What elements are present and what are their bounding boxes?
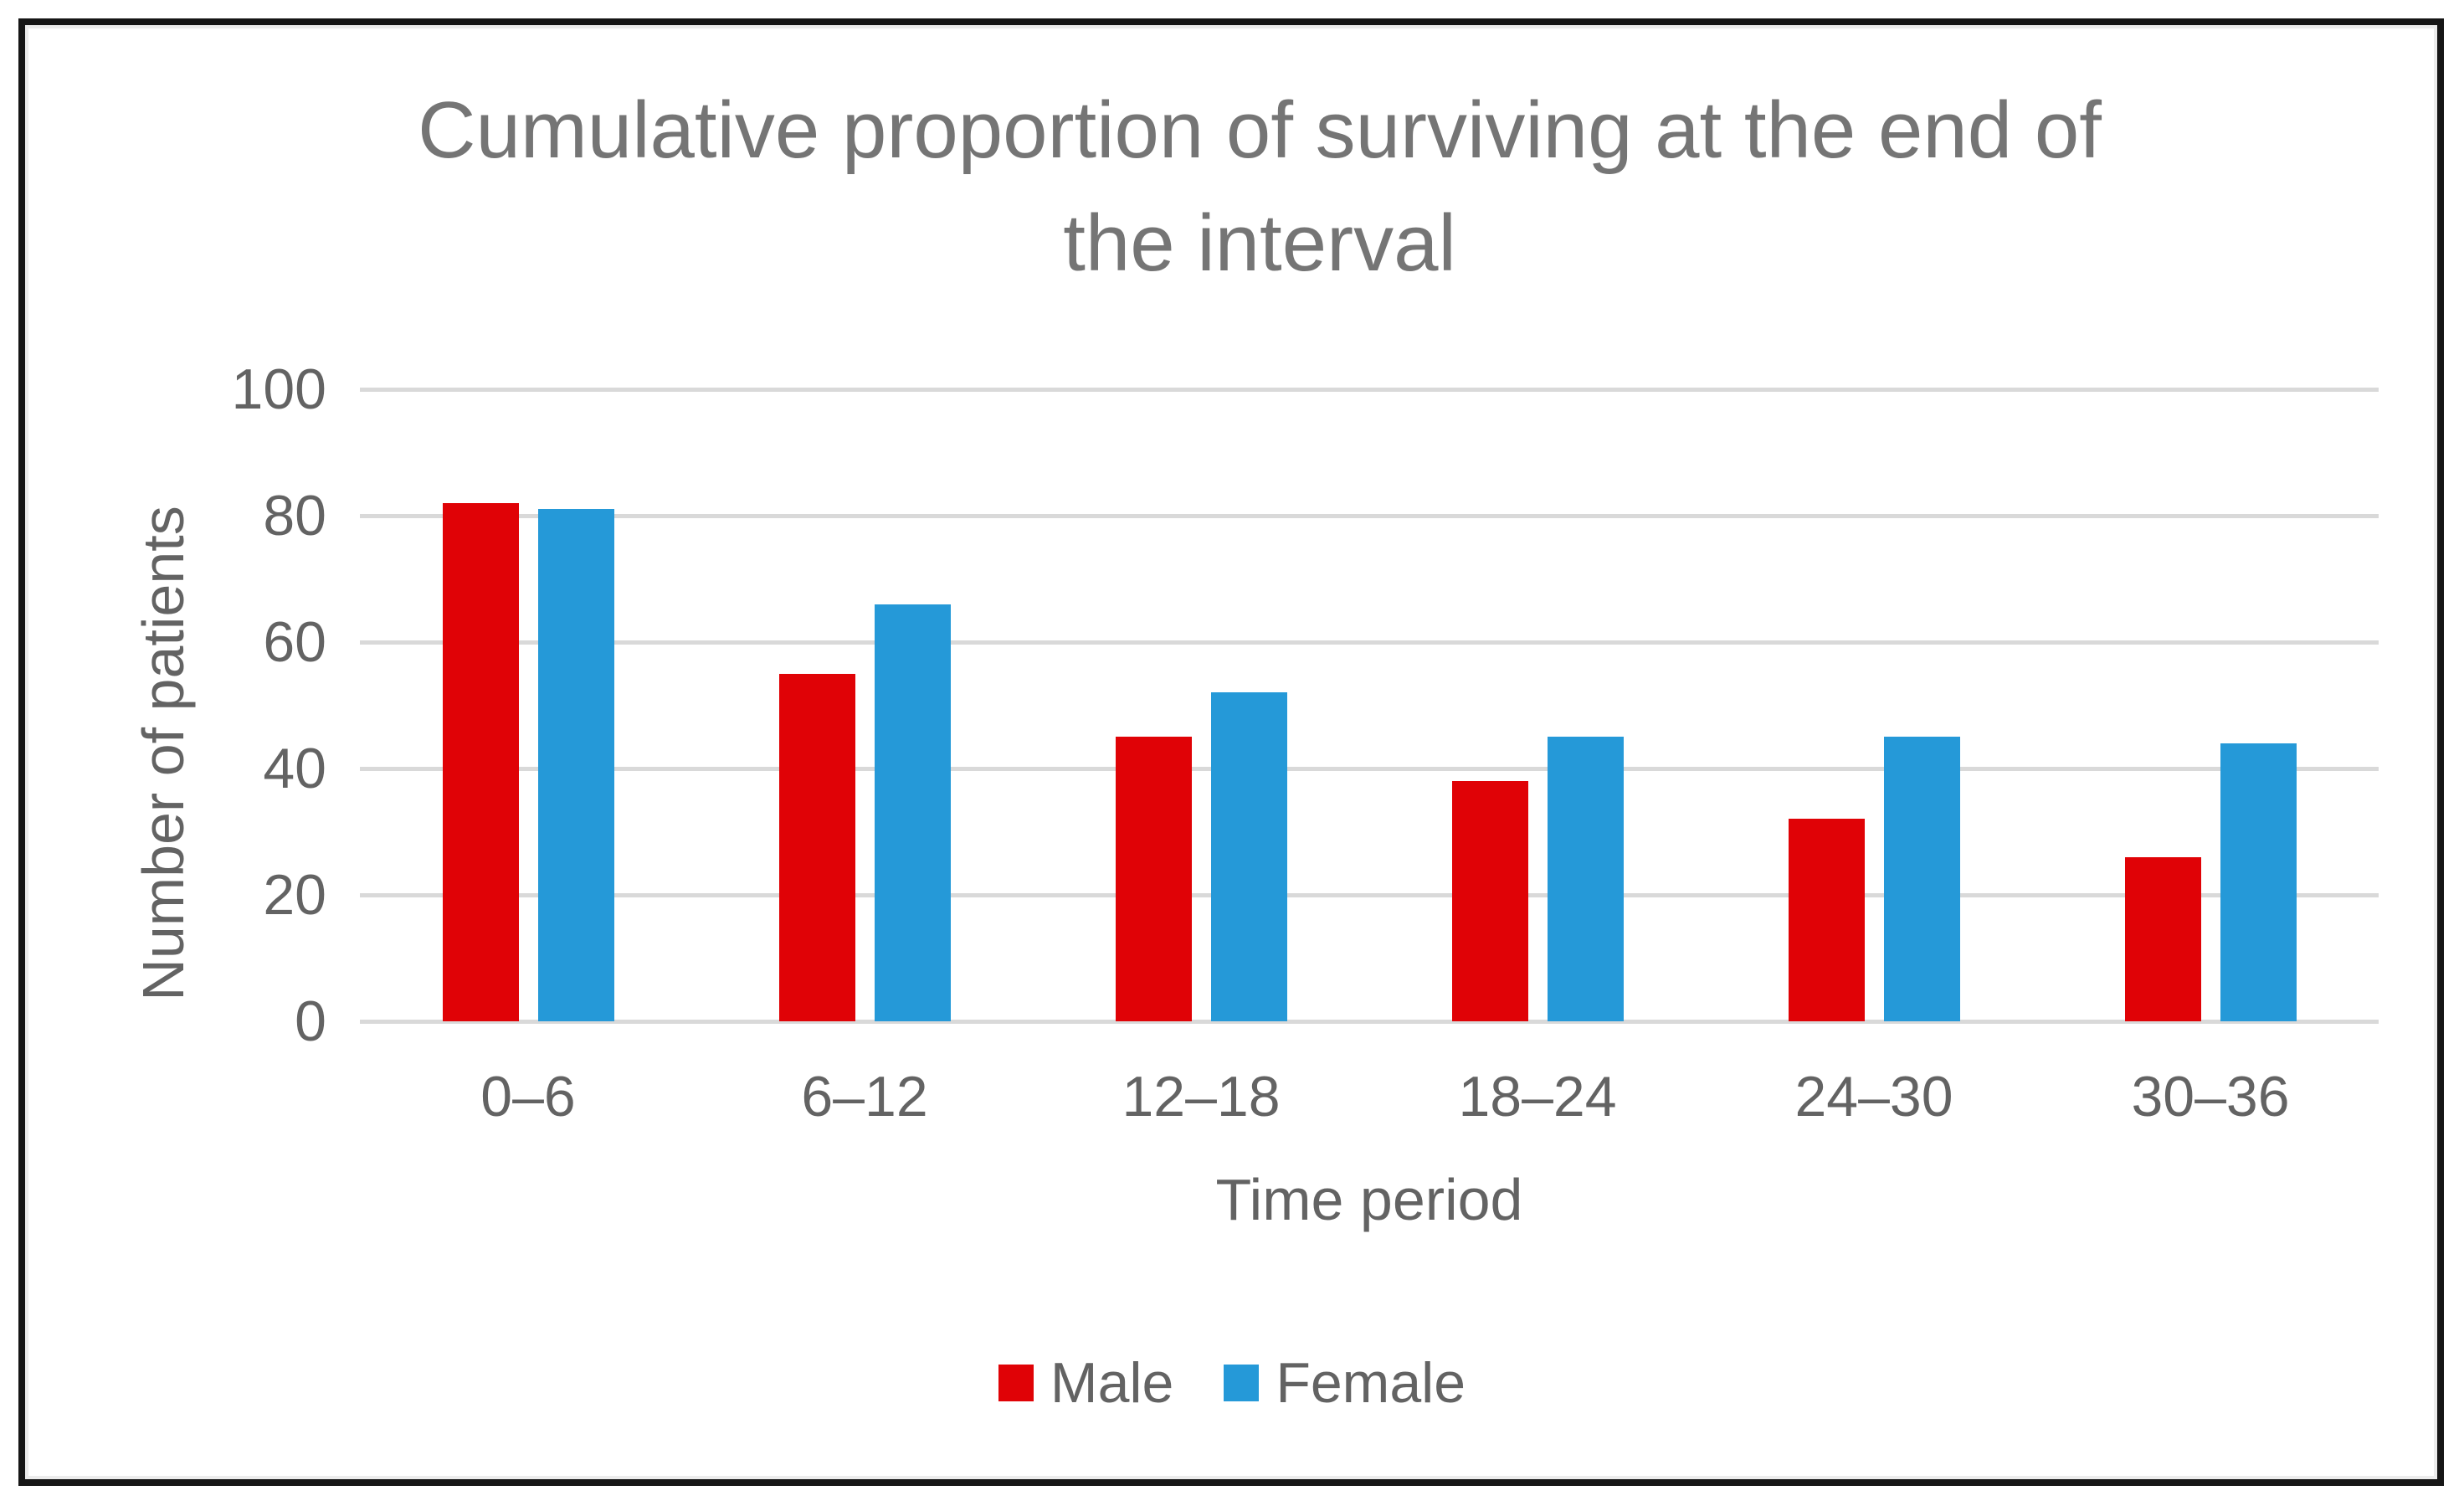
bar-female-18–24	[1547, 737, 1624, 1021]
bar-male-0–6	[442, 502, 519, 1021]
y-tick-label-60: 60	[263, 610, 326, 674]
bar-male-18–24	[1451, 781, 1528, 1021]
bar-female-6–12	[874, 604, 951, 1021]
chart-title: Cumulative proportion of surviving at th…	[234, 74, 2285, 300]
bar-group-6–12	[696, 389, 1033, 1021]
plot-area	[360, 387, 2379, 1024]
chart-title-line-1: Cumulative proportion of surviving at th…	[418, 85, 2102, 175]
bar-group-18–24	[1369, 389, 1706, 1021]
bar-group-0–6	[360, 389, 696, 1021]
y-tick-label-0: 0	[295, 989, 326, 1053]
bar-female-0–6	[537, 509, 614, 1021]
y-tick-label-100: 100	[231, 357, 326, 421]
bar-group-30–36	[2042, 389, 2379, 1021]
x-tick-label-6–12: 6–12	[801, 1065, 928, 1128]
bar-group-12–18	[1033, 389, 1369, 1021]
gridline-y-0	[360, 1019, 2379, 1024]
bar-male-6–12	[778, 673, 855, 1021]
gridline-y-100	[360, 387, 2379, 392]
gridline-y-40	[360, 766, 2379, 771]
bar-male-12–18	[1115, 737, 1192, 1021]
bar-male-24–30	[1788, 819, 1865, 1021]
bar-male-30–36	[2124, 856, 2201, 1021]
x-axis-title: Time period	[1215, 1167, 1523, 1232]
legend-item-female: Female	[1224, 1354, 1466, 1411]
legend-swatch-female-icon	[1224, 1365, 1260, 1401]
y-tick-label-40: 40	[263, 737, 326, 800]
legend-label-male: Male	[1050, 1351, 1174, 1415]
x-tick-label-30–36: 30–36	[2131, 1065, 2290, 1128]
y-tick-label-80: 80	[263, 484, 326, 547]
x-tick-label-12–18: 12–18	[1122, 1065, 1281, 1128]
gridline-y-20	[360, 892, 2379, 897]
legend: Male Female	[0, 1354, 2464, 1411]
x-tick-label-0–6: 0–6	[480, 1065, 576, 1128]
bar-group-24–30	[1706, 389, 2042, 1021]
legend-item-male: Male	[998, 1354, 1173, 1411]
y-tick-label-20: 20	[263, 863, 326, 927]
x-tick-label-24–30: 24–30	[1794, 1065, 1953, 1128]
legend-label-female: Female	[1276, 1351, 1466, 1415]
legend-swatch-male-icon	[998, 1365, 1034, 1401]
bar-female-30–36	[2220, 743, 2297, 1021]
chart-title-line-2: the interval	[1063, 198, 1456, 288]
bar-female-12–18	[1210, 692, 1287, 1021]
bar-female-24–30	[1883, 737, 1960, 1021]
gridline-y-80	[360, 513, 2379, 518]
gridline-y-60	[360, 640, 2379, 645]
x-tick-label-18–24: 18–24	[1458, 1065, 1617, 1128]
